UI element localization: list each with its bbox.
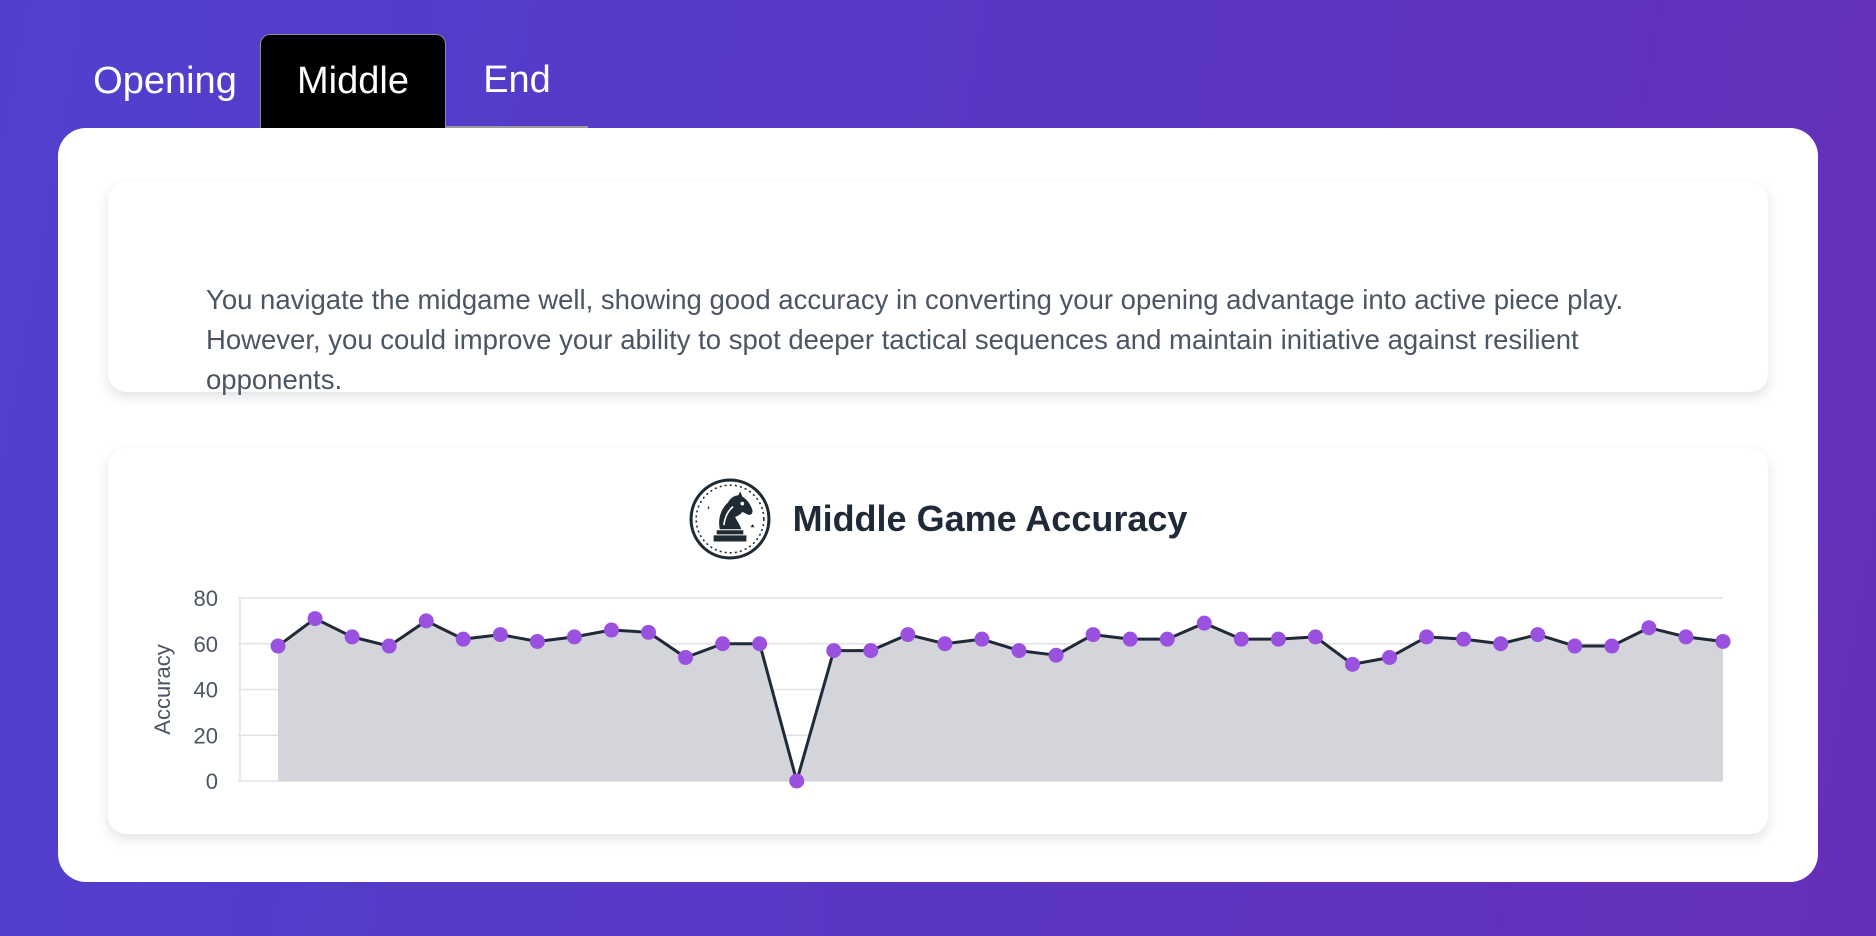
y-tick-label: 60 — [194, 632, 218, 657]
data-point — [1270, 631, 1286, 647]
tab-end[interactable]: End — [446, 34, 588, 128]
data-point — [566, 629, 582, 645]
data-point — [1159, 631, 1175, 647]
data-point — [1567, 638, 1583, 654]
data-point — [937, 636, 953, 652]
data-point — [1196, 615, 1212, 631]
data-point — [863, 643, 879, 659]
data-point — [715, 636, 731, 652]
data-point — [1048, 647, 1064, 663]
y-tick-label: 40 — [194, 678, 218, 703]
tab-opening[interactable]: Opening — [93, 59, 237, 102]
data-point — [455, 631, 471, 647]
data-point — [1493, 636, 1509, 652]
series-area — [278, 618, 1723, 781]
data-point — [307, 611, 323, 627]
data-point — [752, 636, 768, 652]
data-point — [678, 649, 694, 665]
data-point — [1641, 620, 1657, 636]
accuracy-chart: 0 20 40 60 80 Accuracy — [150, 586, 1731, 794]
data-point — [1715, 633, 1731, 649]
tab-bar: Opening Middle End — [70, 34, 588, 128]
data-point — [1344, 656, 1360, 672]
data-point — [1307, 629, 1323, 645]
tab-panel: You navigate the midgame well, showing g… — [58, 128, 1818, 882]
data-point — [974, 631, 990, 647]
data-point — [1233, 631, 1249, 647]
y-tick-label: 80 — [194, 586, 218, 611]
data-point — [603, 622, 619, 638]
data-point — [1085, 627, 1101, 643]
data-point — [826, 643, 842, 659]
data-point — [1122, 631, 1138, 647]
y-tick-label: 20 — [194, 723, 218, 748]
chart-title: Middle Game Accuracy — [792, 498, 1188, 539]
data-point — [344, 629, 360, 645]
summary-text: You navigate the midgame well, showing g… — [206, 284, 1624, 395]
data-point — [529, 633, 545, 649]
data-point — [1678, 629, 1694, 645]
data-point — [418, 613, 434, 629]
summary-card: You navigate the midgame well, showing g… — [108, 182, 1768, 395]
y-axis-title: Accuracy — [150, 644, 175, 734]
data-point — [1382, 649, 1398, 665]
data-point — [381, 638, 397, 654]
y-tick-label: 0 — [206, 769, 218, 794]
series-line — [277, 617, 1724, 783]
data-point — [1011, 643, 1027, 659]
data-point — [641, 624, 657, 640]
data-point — [270, 638, 286, 654]
data-point — [900, 627, 916, 643]
chart-card: 0 20 40 60 80 Accuracy Middle Game Accuracy — [108, 448, 1768, 834]
chart-header: Middle Game Accuracy — [108, 476, 1768, 562]
data-point — [789, 773, 805, 789]
chess-knight-icon — [689, 478, 771, 560]
data-point — [1456, 631, 1472, 647]
data-point — [1530, 627, 1546, 643]
tab-middle[interactable]: Middle — [260, 34, 446, 128]
data-point — [1419, 629, 1435, 645]
data-point — [492, 627, 508, 643]
data-point — [1604, 638, 1620, 654]
